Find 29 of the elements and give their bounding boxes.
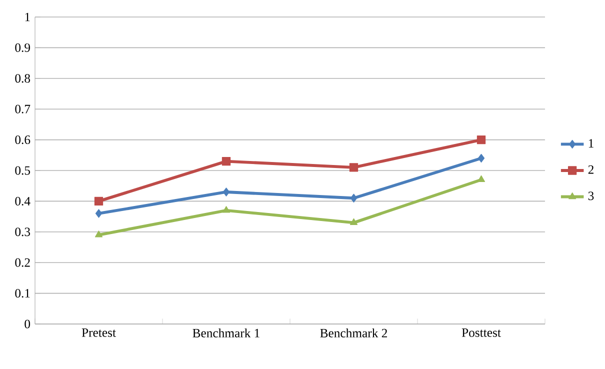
legend-label: 3 (588, 192, 594, 200)
x-tick-label: Pretest (82, 328, 116, 337)
point (349, 163, 358, 172)
x-tick-label: Posttest (462, 328, 501, 337)
x-tick-label: Benchmark 2 (320, 328, 387, 338)
legend-label: 1 (588, 139, 594, 148)
y-tick-label: 0.9 (15, 43, 30, 52)
x-tick-label: Benchmark 1 (192, 328, 260, 338)
y-tick-label: 0.5 (15, 166, 30, 175)
y-tick-label: 0.6 (15, 135, 30, 144)
point (222, 188, 230, 196)
point (350, 218, 358, 226)
point (222, 206, 230, 213)
point (476, 135, 486, 144)
y-tick-label: 0.1 (15, 288, 30, 298)
y-tick-label: 0.8 (15, 74, 30, 83)
y-tick-label: 0.4 (15, 196, 30, 206)
point (95, 209, 102, 218)
y-tick-label: 1 (25, 12, 30, 22)
y-tick-label: 0.7 (15, 104, 30, 114)
point (94, 230, 103, 238)
y-tick-label: 0.2 (15, 258, 30, 267)
legend-label: 2 (588, 165, 594, 174)
point (478, 154, 485, 163)
y-tick-label: 0 (24, 320, 30, 328)
point (350, 194, 358, 202)
point (222, 156, 231, 166)
point (94, 196, 104, 206)
y-tick-label: 0.3 (15, 228, 30, 236)
